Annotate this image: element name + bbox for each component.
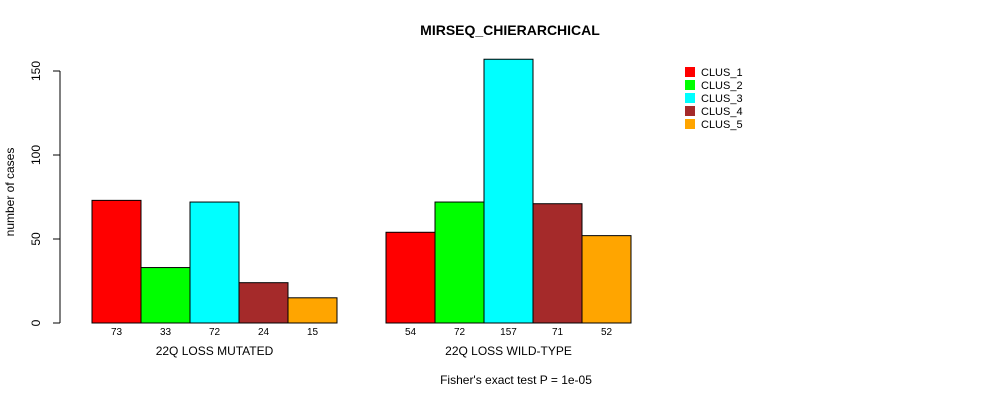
category-label: 22Q LOSS MUTATED bbox=[156, 344, 274, 358]
chart-title: MIRSEQ_CHIERARCHICAL bbox=[420, 22, 600, 38]
bar-clus-1-2 bbox=[385, 231, 436, 324]
bar-value-label: 52 bbox=[601, 327, 613, 338]
legend-label: CLUS_1 bbox=[701, 67, 743, 79]
legend-swatch-clus-4 bbox=[685, 106, 695, 116]
legend-label: CLUS_3 bbox=[701, 93, 743, 105]
legend-swatch-clus-3 bbox=[685, 93, 695, 103]
bar-clus-3-2 bbox=[483, 58, 534, 324]
bar-value-label: 72 bbox=[454, 327, 466, 338]
legend-label: CLUS_2 bbox=[701, 80, 743, 92]
bar-clus-5-2 bbox=[581, 235, 632, 324]
bar-clus-4-2 bbox=[532, 203, 583, 324]
bar-value-label: 24 bbox=[258, 327, 270, 338]
bar-clus-4-1 bbox=[238, 282, 289, 324]
bar-value-label: 33 bbox=[160, 327, 172, 338]
bar-clus-5-1 bbox=[287, 297, 338, 324]
y-tick-label: 100 bbox=[29, 145, 43, 165]
y-tick-label: 0 bbox=[29, 319, 43, 326]
category-label: 22Q LOSS WILD-TYPE bbox=[445, 344, 572, 358]
y-axis-label: number of cases bbox=[3, 148, 17, 237]
bar-clus-2-1 bbox=[140, 267, 191, 324]
legend-swatch-clus-1 bbox=[685, 67, 695, 77]
category-labels: 22Q LOSS MUTATED 22Q LOSS WILD-TYPE bbox=[156, 344, 572, 358]
legend-label: CLUS_4 bbox=[701, 106, 743, 118]
bar-value-label: 15 bbox=[307, 327, 319, 338]
bar-value-label: 157 bbox=[500, 327, 517, 338]
y-tick-label: 50 bbox=[29, 232, 43, 246]
bar-value-label: 54 bbox=[405, 327, 417, 338]
bar-value-label: 72 bbox=[209, 327, 221, 338]
bar-clus-3-1 bbox=[189, 201, 240, 324]
bar-clus-1-1 bbox=[91, 199, 142, 324]
data-labels: 73 33 72 24 15 54 72 157 71 52 bbox=[111, 327, 613, 338]
legend-swatch-clus-5 bbox=[685, 119, 695, 129]
bar-clus-2-2 bbox=[434, 201, 485, 324]
bars bbox=[91, 58, 632, 324]
legend-label: CLUS_5 bbox=[701, 119, 743, 131]
legend-swatch-clus-2 bbox=[685, 80, 695, 90]
footnote: Fisher's exact test P = 1e-05 bbox=[440, 373, 592, 387]
y-tick-label: 150 bbox=[29, 61, 43, 81]
y-axis: 0 50 100 150 bbox=[29, 61, 61, 326]
bar-value-label: 71 bbox=[552, 327, 564, 338]
bar-value-label: 73 bbox=[111, 327, 123, 338]
